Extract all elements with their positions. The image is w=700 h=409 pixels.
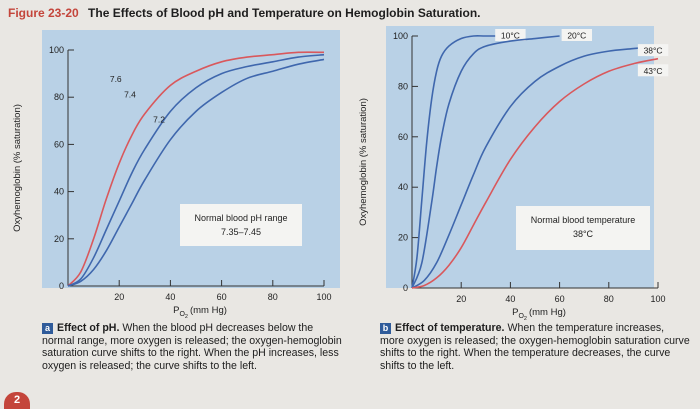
y-tick-label: 40 [398, 182, 408, 192]
caption-body-b: When the temperature increases, more oxy… [380, 322, 690, 372]
y-tick-label: 20 [398, 233, 408, 243]
series-line-76 [67, 51, 325, 287]
y-tick-label: 100 [49, 45, 64, 55]
caption-marker-a: a [42, 323, 53, 334]
x-tick-label: 100 [316, 292, 331, 302]
y-tick-label: 40 [54, 187, 64, 197]
caption-title-b: Effect of temperature. [395, 322, 505, 334]
x-tick-label: 60 [555, 294, 565, 304]
series-line-43C [411, 57, 659, 289]
annotation-box [180, 204, 302, 246]
series-label-box [637, 64, 669, 77]
x-tick-label: 100 [650, 294, 665, 304]
annotation-line-2: 7.35–7.45 [221, 227, 261, 237]
x-tick-label: 40 [505, 294, 515, 304]
plot-background [42, 30, 340, 288]
annotation-line-2: 38°C [573, 229, 594, 239]
x-tick-label: 60 [217, 292, 227, 302]
y-tick-label: 60 [398, 132, 408, 142]
series-label: 10°C [501, 31, 520, 41]
annotation-line-1: Normal blood temperature [531, 215, 636, 225]
y-axis-label: Oxyhemoglobin (% saturation) [358, 98, 369, 226]
y-tick-label: 80 [398, 81, 408, 91]
x-tick-label: 80 [268, 292, 278, 302]
series-line-38C [411, 45, 659, 289]
series-label: 20°C [567, 31, 586, 41]
y-tick-label: 20 [54, 234, 64, 244]
annotation-line-1: Normal blood pH range [194, 213, 287, 223]
y-tick-label: 100 [393, 31, 408, 41]
figure-label: Figure 23-20 [8, 6, 79, 20]
x-axis-label: PO2(mm Hg) [173, 305, 227, 320]
caption-ph: a Effect of pH. When the blood pH decreas… [42, 322, 342, 372]
caption-marker-b: b [380, 323, 391, 334]
x-axis-label: PO2(mm Hg) [512, 307, 566, 320]
x-tick-label: 80 [604, 294, 614, 304]
caption-title-a: Effect of pH. [57, 322, 120, 334]
series-label: 38°C [644, 46, 663, 56]
chart-ph-svg: 0 20 40 60 80 100 20 40 60 80 100 PO2(mm Hg) Oxyhemo… [12, 30, 340, 320]
y-tick-label: 0 [59, 281, 64, 291]
chart-panel-ph: 0 20 40 60 80 100 20 40 60 80 100 PO2(mm Hg) Oxyhemo… [6, 30, 346, 320]
chart-panel-temperature: 0 20 40 60 80 100 20 40 60 80 100 PO2(mm Hg) Oxyhemo… [348, 26, 693, 322]
chart-temperature-svg: 0 20 40 60 80 100 20 40 60 80 100 PO2(mm Hg) Oxyhemo… [358, 26, 669, 322]
x-tick-label: 40 [165, 292, 175, 302]
caption-temperature: b Effect of temperature. When the tempera… [380, 322, 690, 372]
series-line-74 [67, 53, 325, 287]
y-tick-label: 60 [54, 139, 64, 149]
figure-title: The Effects of Blood pH and Temperature … [88, 6, 481, 20]
series-line-10C [411, 35, 511, 289]
series-line-72 [67, 58, 325, 287]
y-tick-label: 0 [403, 283, 408, 293]
series-label: 7.4 [124, 90, 136, 100]
x-tick-label: 20 [114, 292, 124, 302]
corner-number-badge: 2 [4, 392, 30, 409]
caption-body-a: When the blood pH decreases below the no… [42, 322, 342, 372]
series-label: 7.6 [110, 74, 122, 84]
figure-header: Figure 23-20 The Effects of Blood pH and… [8, 6, 481, 20]
series-line-20C [411, 35, 560, 289]
series-label-box [495, 29, 526, 41]
series-label: 43°C [644, 66, 663, 76]
y-axis-label: Oxyhemoglobin (% saturation) [12, 104, 23, 232]
series-label-box [561, 29, 593, 41]
y-tick-label: 80 [54, 92, 64, 102]
x-tick-label: 20 [456, 294, 466, 304]
annotation-box [516, 206, 650, 250]
series-label-box [637, 44, 669, 57]
series-label: 7.2 [153, 114, 165, 124]
